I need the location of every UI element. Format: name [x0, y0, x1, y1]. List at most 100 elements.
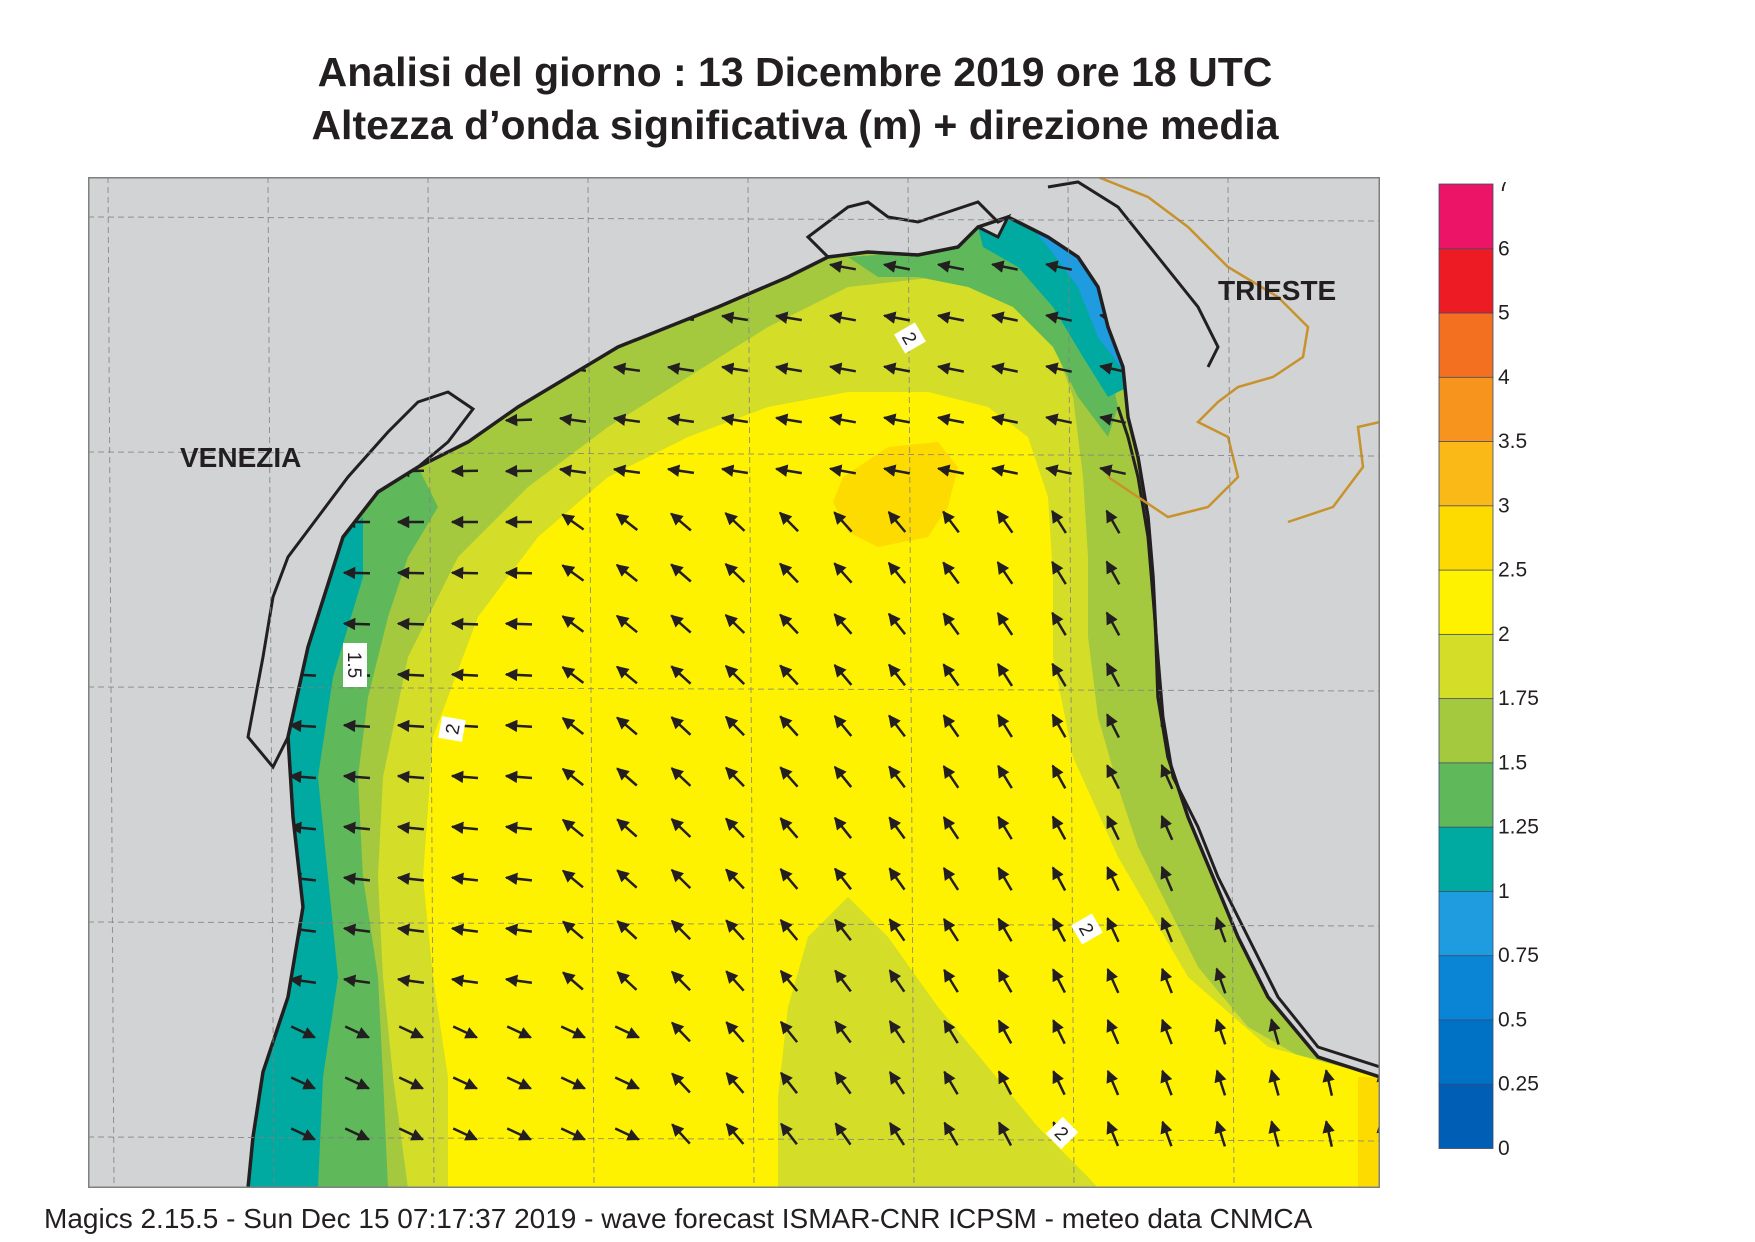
parallel-line — [88, 921, 1380, 927]
wave-direction-arrow — [612, 464, 641, 477]
wave-direction-arrow — [670, 767, 692, 787]
wave-direction-arrow — [779, 817, 799, 839]
wave-direction-arrow — [1045, 413, 1072, 426]
wave-direction-arrow — [833, 765, 853, 788]
wave-direction-arrow — [616, 716, 638, 736]
wave-direction-arrow — [942, 765, 960, 789]
wave-direction-arrow — [1268, 1120, 1281, 1147]
wave-direction-arrow — [1051, 560, 1067, 585]
wave-direction-arrow — [561, 818, 584, 838]
legend-level-label: 1.25 — [1498, 816, 1539, 839]
wave-direction-arrow — [1268, 1069, 1281, 1096]
wave-direction-arrow — [834, 918, 852, 942]
wave-direction-arrow — [396, 668, 425, 682]
band-1-1-25-west — [248, 517, 363, 1188]
wave-direction-arrow — [724, 665, 746, 685]
wave-direction-arrow — [1106, 866, 1120, 892]
legend-level-label: 3 — [1498, 494, 1510, 517]
wave-direction-arrow — [774, 311, 803, 324]
colour-scale: 0 0.25 0.5 0.75 1 1.25 1.5 1.75 2 2.5 3 3.5 4 5 6 7 — [1438, 173, 1539, 1160]
wave-direction-arrow — [1322, 1120, 1335, 1147]
wave-direction-arrow — [991, 464, 1018, 477]
legend-level-label: 0.25 — [1498, 1073, 1539, 1096]
wave-direction-arrow — [670, 563, 692, 583]
wave-direction-arrow — [1045, 311, 1072, 324]
meridian-line — [1067, 177, 1075, 1188]
wave-direction-arrow — [991, 260, 1018, 273]
wave-direction-arrow — [1099, 464, 1126, 477]
wave-direction-arrow — [1322, 1069, 1335, 1096]
wave-direction-arrow — [1051, 815, 1067, 840]
wave-direction-arrow — [888, 714, 906, 738]
wave-direction-arrow — [1106, 917, 1120, 943]
wave-direction-arrow — [1106, 1120, 1120, 1147]
wave-direction-arrow — [561, 717, 585, 735]
contour-label: 1.5 — [343, 652, 364, 678]
wave-direction-arrow — [725, 970, 745, 992]
wave-direction-arrow — [779, 766, 799, 788]
wave-direction-arrow — [833, 715, 853, 737]
wave-direction-arrow — [834, 1071, 852, 1095]
wave-direction-arrow — [943, 1070, 959, 1095]
wave-direction-arrow — [725, 1123, 745, 1145]
legend-swatch — [1438, 504, 1494, 571]
parallel-line — [88, 216, 1380, 222]
wave-direction-arrow — [887, 511, 907, 533]
wave-direction-arrow — [504, 974, 533, 987]
wave-direction-arrow — [504, 821, 533, 835]
wave-direction-arrow — [561, 767, 584, 787]
wave-direction-arrow — [720, 413, 748, 426]
wave-direction-arrow — [615, 614, 638, 634]
wave-direction-arrow — [615, 513, 639, 531]
wave-direction-arrow — [288, 821, 317, 835]
legend-level-label: 0.5 — [1498, 1009, 1527, 1032]
wave-direction-arrow — [452, 1127, 478, 1141]
wave-direction-arrow — [996, 612, 1014, 636]
wave-direction-arrow — [398, 1076, 424, 1090]
wave-direction-arrow — [342, 974, 371, 987]
wave-direction-arrow — [833, 562, 853, 584]
legend-swatch — [1438, 762, 1494, 828]
wave-direction-arrow — [882, 260, 911, 273]
wave-direction-arrow — [779, 664, 799, 686]
legend-level-label: 7 — [1498, 182, 1510, 196]
legend-level-label: 2.5 — [1498, 559, 1527, 582]
wave-direction-arrow — [833, 816, 853, 839]
wave-direction-arrow — [720, 362, 748, 375]
wave-direction-arrow — [996, 663, 1014, 687]
wave-direction-arrow — [888, 969, 906, 993]
wave-direction-arrow — [936, 413, 965, 426]
wave-direction-arrow — [1051, 611, 1067, 636]
wave-direction-arrow — [342, 719, 371, 733]
legend-level-label: 2 — [1498, 623, 1510, 646]
wave-direction-arrow — [561, 564, 585, 582]
wave-direction-arrow — [666, 413, 695, 426]
wave-direction-arrow — [452, 1076, 478, 1090]
wave-direction-arrow — [670, 716, 692, 736]
wave-direction-arrow — [450, 872, 479, 886]
wave-direction-arrow — [887, 612, 907, 635]
wave-direction-arrow — [612, 362, 641, 375]
wave-direction-arrow — [342, 821, 371, 835]
wave-direction-arrow — [996, 510, 1014, 534]
wave-direction-arrow — [1106, 967, 1120, 994]
wave-direction-arrow — [1106, 1018, 1120, 1045]
wave-direction-arrow — [1214, 1018, 1227, 1045]
contour-labels: 2 1.5 2 2 2 — [343, 322, 1103, 1150]
wave-direction-arrow — [562, 920, 584, 940]
parallel-line — [88, 451, 1380, 457]
label-trieste: TRIESTE — [1218, 275, 1336, 306]
wave-direction-arrow — [774, 362, 803, 375]
wave-direction-arrow — [504, 770, 533, 784]
wave-direction-arrow — [1268, 1018, 1281, 1045]
wave-direction-arrow — [834, 969, 852, 993]
wave-direction-arrow — [666, 464, 695, 477]
wave-direction-arrow — [450, 923, 479, 936]
wave-direction-arrow — [560, 1127, 586, 1141]
colour-scale-legend: 0 0.25 0.5 0.75 1 1.25 1.5 1.75 2 2.5 3 3.5 4 5 6 7 — [1438, 173, 1558, 1167]
wave-direction-arrow — [1052, 1070, 1066, 1096]
wave-direction-arrow — [288, 974, 317, 987]
meridian-line — [107, 177, 115, 1188]
wave-direction-arrow — [725, 766, 745, 788]
wave-direction-arrow — [1051, 917, 1067, 943]
